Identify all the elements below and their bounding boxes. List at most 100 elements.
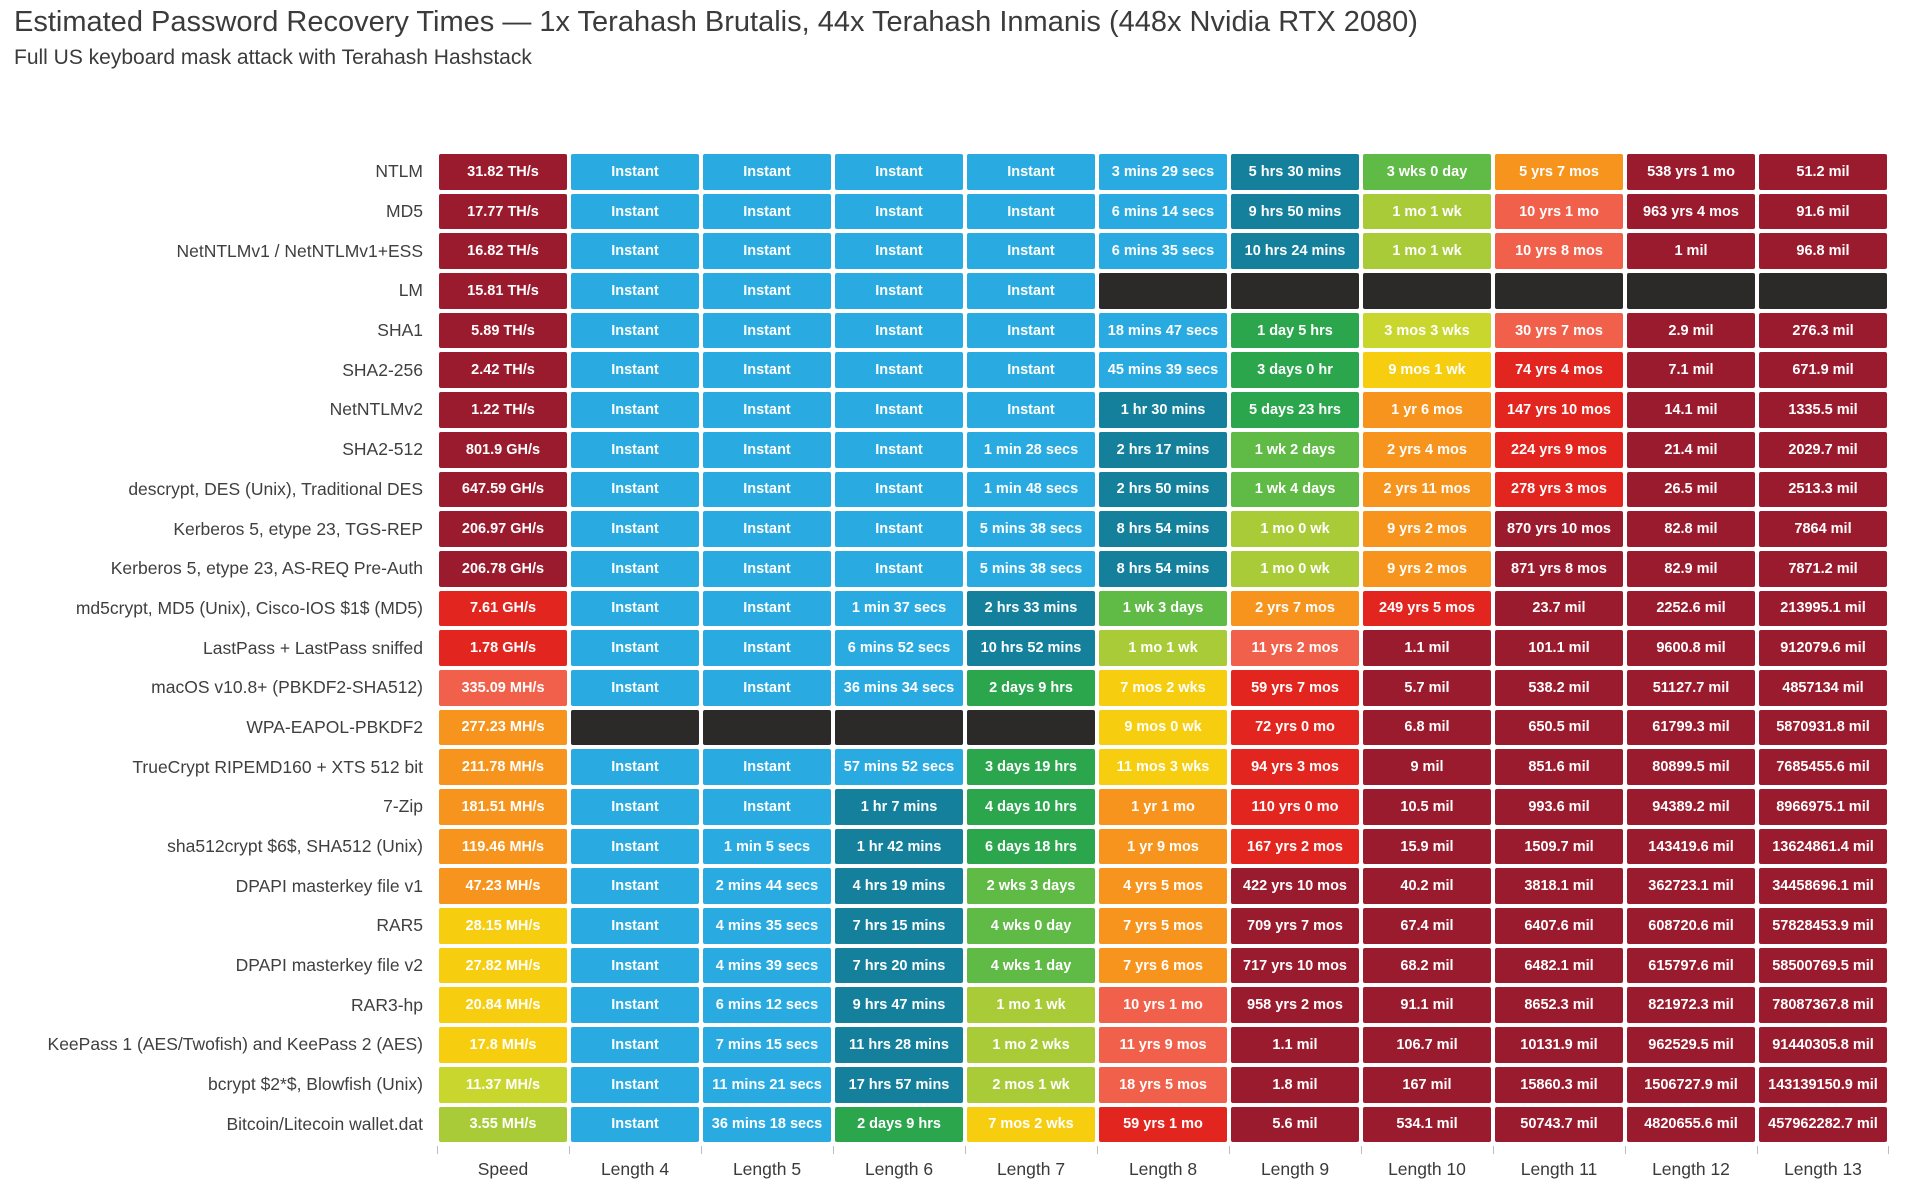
column-label: Length 8 bbox=[1097, 1146, 1229, 1190]
time-cell: 94389.2 mil bbox=[1627, 789, 1755, 825]
time-cell: 7871.2 mil bbox=[1759, 550, 1887, 587]
time-cell: Instant bbox=[703, 154, 831, 190]
time-cell: 993.6 mil bbox=[1495, 789, 1623, 825]
speed-cell: 335.09 MH/s bbox=[439, 669, 567, 706]
speed-cell: 206.97 GH/s bbox=[439, 511, 567, 547]
speed-cell: 11.37 MH/s bbox=[439, 1066, 567, 1103]
empty-cell bbox=[1099, 273, 1227, 309]
time-cell: 1 min 5 secs bbox=[703, 828, 831, 865]
empty-cell bbox=[1627, 273, 1755, 309]
time-cell: 167 mil bbox=[1363, 1066, 1491, 1103]
time-cell: 40.2 mil bbox=[1363, 868, 1491, 905]
time-cell: 10 hrs 24 mins bbox=[1231, 233, 1359, 270]
recovery-time-heatmap: NTLM 31.82 TH/s Instant Instant Instant Insta… bbox=[0, 152, 1889, 1144]
time-cell: 8 hrs 54 mins bbox=[1099, 550, 1227, 587]
time-cell: 94 yrs 3 mos bbox=[1231, 749, 1359, 785]
empty-cell bbox=[1363, 273, 1491, 309]
speed-cell: 119.46 MH/s bbox=[439, 828, 567, 865]
row-label: TrueCrypt RIPEMD160 + XTS 512 bit bbox=[132, 756, 423, 777]
time-cell: Instant bbox=[571, 273, 699, 309]
time-cell: Instant bbox=[703, 590, 831, 627]
time-cell: 615797.6 mil bbox=[1627, 947, 1755, 984]
time-cell: Instant bbox=[703, 193, 831, 230]
time-cell: 2 yrs 7 mos bbox=[1231, 590, 1359, 627]
time-cell: Instant bbox=[571, 1066, 699, 1103]
row-label: LM bbox=[398, 280, 423, 301]
time-cell: Instant bbox=[703, 431, 831, 468]
time-cell: Instant bbox=[571, 590, 699, 627]
time-cell: Instant bbox=[835, 312, 963, 349]
time-cell: 4 wks 0 day bbox=[967, 908, 1095, 944]
time-cell: 50743.7 mil bbox=[1495, 1106, 1623, 1143]
time-cell: 10.5 mil bbox=[1363, 789, 1491, 825]
speed-cell: 17.8 MH/s bbox=[439, 1027, 567, 1063]
empty-cell bbox=[1495, 273, 1623, 309]
time-cell: 1 wk 4 days bbox=[1231, 471, 1359, 508]
time-cell: 82.9 mil bbox=[1627, 550, 1755, 587]
time-cell: 1 hr 30 mins bbox=[1099, 392, 1227, 428]
time-cell: Instant bbox=[967, 233, 1095, 270]
time-cell: 36 mins 34 secs bbox=[835, 669, 963, 706]
time-cell: 2 yrs 11 mos bbox=[1363, 471, 1491, 508]
time-cell: Instant bbox=[703, 392, 831, 428]
time-cell: 21.4 mil bbox=[1627, 431, 1755, 468]
time-cell: 36 mins 18 secs bbox=[703, 1106, 831, 1143]
time-cell: Instant bbox=[571, 154, 699, 190]
speed-cell: 47.23 MH/s bbox=[439, 868, 567, 905]
time-cell: 7 mins 15 secs bbox=[703, 1027, 831, 1063]
time-cell: 51127.7 mil bbox=[1627, 669, 1755, 706]
time-cell: Instant bbox=[703, 312, 831, 349]
time-cell: Instant bbox=[571, 233, 699, 270]
page-title: Estimated Password Recovery Times — 1x T… bbox=[14, 6, 1418, 38]
time-cell: 717 yrs 10 mos bbox=[1231, 947, 1359, 984]
row-label: DPAPI masterkey file v2 bbox=[235, 955, 423, 976]
time-cell: 1509.7 mil bbox=[1495, 828, 1623, 865]
time-cell: 7 yrs 5 mos bbox=[1099, 908, 1227, 944]
time-cell: 962529.5 mil bbox=[1627, 1027, 1755, 1063]
time-cell: 7 yrs 6 mos bbox=[1099, 947, 1227, 984]
time-cell: 224 yrs 9 mos bbox=[1495, 431, 1623, 468]
time-cell: 6 days 18 hrs bbox=[967, 828, 1095, 865]
time-cell: 671.9 mil bbox=[1759, 352, 1887, 389]
row-label: LastPass + LastPass sniffed bbox=[202, 637, 423, 658]
time-cell: 15.9 mil bbox=[1363, 828, 1491, 865]
time-cell: 5 yrs 7 mos bbox=[1495, 154, 1623, 190]
time-cell: 1 mo 1 wk bbox=[967, 987, 1095, 1024]
time-cell: 870 yrs 10 mos bbox=[1495, 511, 1623, 547]
time-cell: Instant bbox=[835, 233, 963, 270]
time-cell: 59 yrs 7 mos bbox=[1231, 669, 1359, 706]
time-cell: 14.1 mil bbox=[1627, 392, 1755, 428]
speed-cell: 28.15 MH/s bbox=[439, 908, 567, 944]
time-cell: 11 yrs 2 mos bbox=[1231, 630, 1359, 666]
time-cell: 4 mins 35 secs bbox=[703, 908, 831, 944]
column-label: Length 6 bbox=[833, 1146, 965, 1190]
empty-cell bbox=[571, 709, 699, 746]
time-cell: 2029.7 mil bbox=[1759, 431, 1887, 468]
empty-cell bbox=[967, 709, 1095, 746]
time-cell: Instant bbox=[835, 352, 963, 389]
time-cell: 9 mos 0 wk bbox=[1099, 709, 1227, 746]
time-cell: Instant bbox=[571, 471, 699, 508]
time-cell: Instant bbox=[703, 233, 831, 270]
time-cell: 11 mos 3 wks bbox=[1099, 749, 1227, 785]
time-cell: 1 wk 3 days bbox=[1099, 590, 1227, 627]
time-cell: 1 min 28 secs bbox=[967, 431, 1095, 468]
time-cell: Instant bbox=[703, 669, 831, 706]
time-cell: Instant bbox=[571, 947, 699, 984]
time-cell: 143419.6 mil bbox=[1627, 828, 1755, 865]
row-label: SHA2-512 bbox=[342, 439, 423, 460]
time-cell: 3 days 19 hrs bbox=[967, 749, 1095, 785]
time-cell: Instant bbox=[967, 154, 1095, 190]
time-cell: 2 yrs 4 mos bbox=[1363, 431, 1491, 468]
time-cell: 1 min 48 secs bbox=[967, 471, 1095, 508]
column-label: Length 5 bbox=[701, 1146, 833, 1190]
time-cell: 4 hrs 19 mins bbox=[835, 868, 963, 905]
time-cell: 422 yrs 10 mos bbox=[1231, 868, 1359, 905]
speed-cell: 31.82 TH/s bbox=[439, 154, 567, 190]
time-cell: 1 mo 2 wks bbox=[967, 1027, 1095, 1063]
column-label: Length 10 bbox=[1361, 1146, 1493, 1190]
time-cell: 608720.6 mil bbox=[1627, 908, 1755, 944]
time-cell: 78087367.8 mil bbox=[1759, 987, 1887, 1024]
speed-cell: 3.55 MH/s bbox=[439, 1106, 567, 1143]
time-cell: 13624861.4 mil bbox=[1759, 828, 1887, 865]
